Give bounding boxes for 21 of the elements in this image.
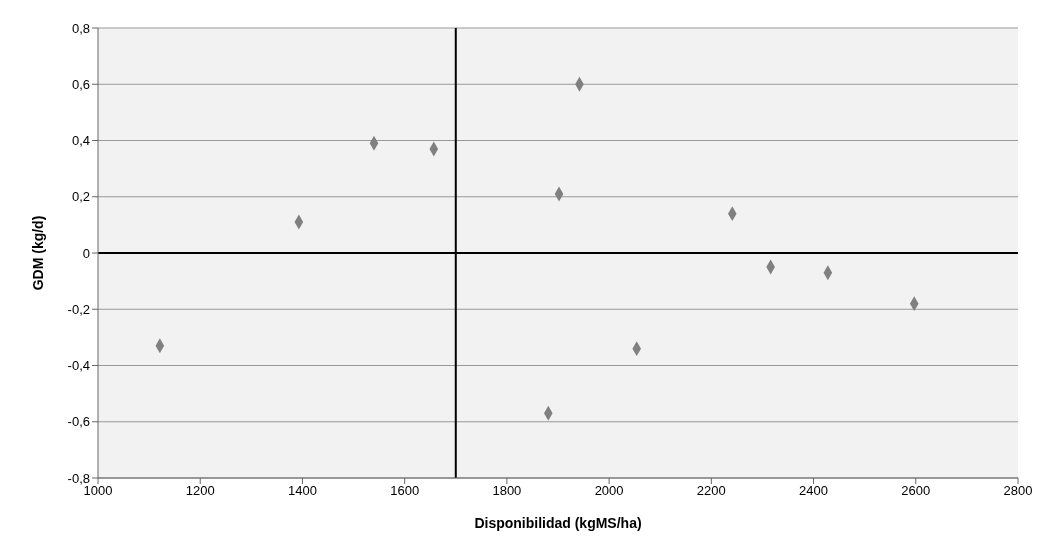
y-tick-label: 0,8 (71, 20, 90, 36)
x-tick-label: 1400 (287, 483, 317, 499)
y-tick-label: 0,2 (71, 189, 90, 205)
x-tick-label: 1800 (492, 483, 522, 499)
x-axis-title: Disponibilidad (kgMS/ha) (474, 515, 642, 531)
y-tick-label: -0,4 (67, 358, 90, 374)
x-tick-label: 2000 (594, 483, 624, 499)
y-axis-title: GDM (kg/d) (29, 215, 46, 291)
y-tick-label: 0 (82, 245, 90, 261)
x-tick-label: 2400 (799, 483, 829, 499)
x-tick-label: 2800 (1003, 483, 1033, 499)
x-tick-label: 1200 (185, 483, 215, 499)
x-tick-label: 2200 (696, 483, 726, 499)
y-tick-label: 0,4 (71, 133, 90, 149)
x-tick-label: 2600 (901, 483, 931, 499)
y-tick-label: 0,6 (71, 76, 90, 92)
x-tick-label: 1000 (83, 483, 113, 499)
y-tick-label: -0,2 (67, 301, 90, 317)
x-tick-label: 1600 (390, 483, 420, 499)
y-tick-label: -0,8 (67, 470, 90, 486)
y-tick-label: -0,6 (67, 414, 90, 430)
